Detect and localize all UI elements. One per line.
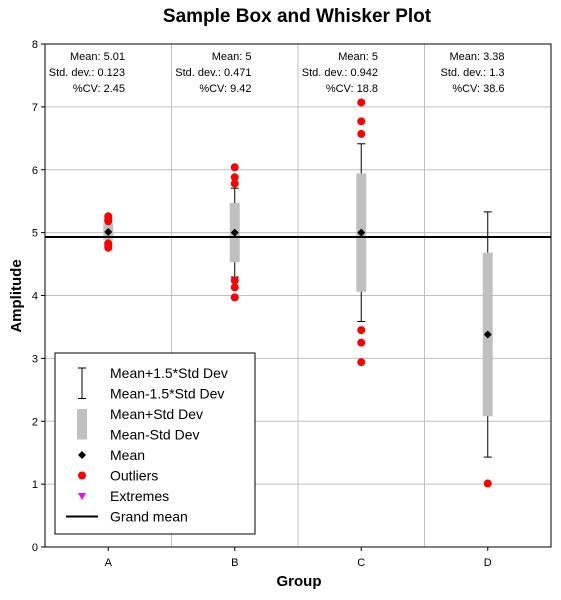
legend-label: Extremes [110,488,169,504]
outlier-point [230,173,239,182]
outlier-point [357,358,366,367]
y-tick-label: 1 [32,479,38,491]
outlier-point [483,479,492,488]
stat-std-dev: Std. dev.: 1.3 [440,67,504,79]
legend-mean-symbol [78,451,86,459]
stat-cv: %CV: 38.6 [452,83,504,95]
outlier-point [104,243,113,252]
legend-label: Mean+Std Dev [110,406,203,422]
y-tick-label: 2 [32,416,38,428]
outlier-point [230,283,239,292]
x-tick-label: B [231,557,238,569]
outlier-point [357,98,366,107]
legend-label: Outliers [110,468,158,484]
y-axis-label: Amplitude [8,259,25,332]
outlier-point [230,293,239,302]
legend-box-symbol [77,409,87,440]
legend-label: Mean-1.5*Std Dev [110,386,224,402]
stats-annotations: Mean: 5.01 Std. dev.: 0.123 %CV: 2.45 Mean:… [49,51,505,95]
outlier-point [357,338,366,347]
outlier-point [230,276,239,285]
y-tick-label: 0 [32,542,38,554]
x-tick-label: C [357,557,365,569]
stat-cv: %CV: 9.42 [199,83,251,95]
outlier-point [357,129,366,138]
outlier-point [230,179,239,188]
stat-cv: %CV: 18.8 [326,83,378,95]
x-tick-label: A [105,557,113,569]
legend-label: Grand mean [110,509,188,525]
stat-cv: %CV: 2.45 [73,83,125,95]
outlier-point [230,163,239,172]
y-tick-label: 7 [32,102,38,114]
legend-label: Mean-Std Dev [110,427,199,443]
legend-extreme-symbol [78,493,86,500]
y-tick-label: 8 [32,39,38,51]
mean-marker [104,227,113,236]
axis-ticks: 0 1 2 3 4 5 6 7 8 A B C D [32,39,492,569]
legend-label: Mean+1.5*Std Dev [110,365,228,381]
stat-mean: Mean: 3.38 [449,51,504,63]
stat-mean: Mean: 5.01 [70,51,125,63]
stat-mean: Mean: 5 [212,51,252,63]
legend-label: Mean [110,447,145,463]
chart-title: Sample Box and Whisker Plot [163,6,432,27]
mean-marker [483,330,492,339]
legend-box [54,352,256,535]
outlier-point [104,217,113,226]
stat-std-dev: Std. dev.: 0.123 [49,67,125,79]
y-tick-label: 4 [32,291,38,303]
y-tick-label: 6 [32,165,38,177]
stat-std-dev: Std. dev.: 0.471 [175,67,251,79]
legend: Mean+1.5*Std Dev Mean-1.5*Std Dev Mean+Std… [54,352,256,535]
legend-outlier-symbol [78,471,86,480]
outlier-point [357,326,366,335]
stat-mean: Mean: 5 [338,51,378,63]
mean-marker [357,228,366,237]
y-tick-label: 3 [32,353,38,365]
y-tick-label: 5 [32,228,38,240]
x-tick-label: D [484,557,492,569]
stat-std-dev: Std. dev.: 0.942 [302,67,378,79]
mean-marker [230,228,239,237]
x-axis-label: Group [277,573,322,590]
plot-data [103,98,493,488]
outlier-point [357,117,366,126]
